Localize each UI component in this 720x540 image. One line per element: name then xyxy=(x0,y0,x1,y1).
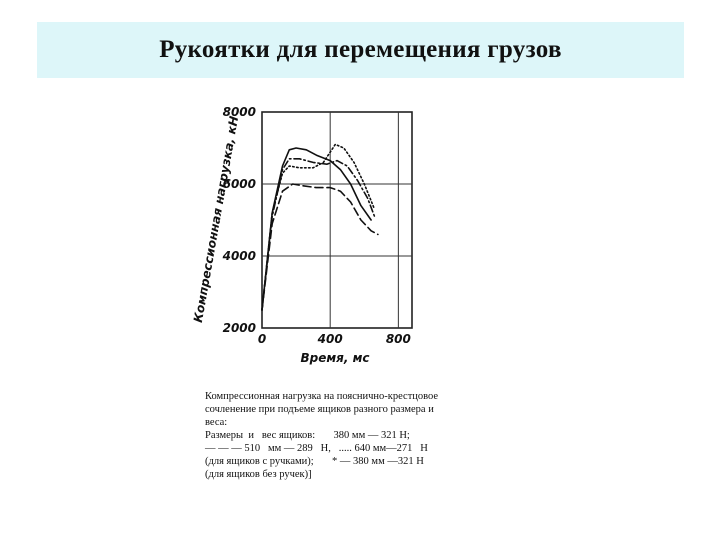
y-axis-title: Компрессионная нагрузка, кН xyxy=(191,115,241,324)
compression-load-chart: 2000 4000 6000 8000 0 400 800 Компрессионная н… xyxy=(191,105,413,365)
series-line-solid xyxy=(261,147,372,311)
chart-series-group xyxy=(261,143,379,311)
caption-line: сочленение при подъеме ящиков разного ра… xyxy=(205,404,434,415)
title-banner: Рукоятки для перемещения грузов xyxy=(37,22,684,78)
y-tick-label: 6000 xyxy=(223,177,256,191)
caption-line: веса: xyxy=(205,417,228,428)
caption-line: Компрессионная нагрузка на поясничнo-кре… xyxy=(205,391,439,402)
x-tick-label: 0 xyxy=(258,332,266,346)
series-line-long-dash xyxy=(261,183,379,311)
figure-caption: Компрессионная нагрузка на поясничнo-кре… xyxy=(205,390,505,481)
y-tick-label: 8000 xyxy=(223,105,256,119)
x-tick-label: 800 xyxy=(386,332,411,346)
caption-line: (для ящиков с ручками); * — 380 мм —321 … xyxy=(205,456,424,467)
slide-title: Рукоятки для перемещения грузов xyxy=(159,36,562,63)
x-axis-title: Время, мс xyxy=(300,351,369,365)
caption-line: — — — 510 мм — 289 Н, ..... 640 мм—271 Н xyxy=(205,443,428,454)
caption-line: (для ящиков без ручек)] xyxy=(205,469,312,480)
chart-grid xyxy=(261,111,413,329)
caption-line: Размеры и вес ящиков: 380 мм — 321 Н; xyxy=(205,430,410,441)
y-tick-label: 2000 xyxy=(223,321,256,335)
x-tick-label: 400 xyxy=(317,332,343,346)
series-line-dash-dot xyxy=(261,157,376,311)
plot-frame xyxy=(261,111,413,329)
chart-ticks: 2000 4000 6000 8000 0 400 800 xyxy=(222,105,411,346)
y-tick-label: 4000 xyxy=(222,249,256,263)
series-line-dotted xyxy=(261,143,376,311)
